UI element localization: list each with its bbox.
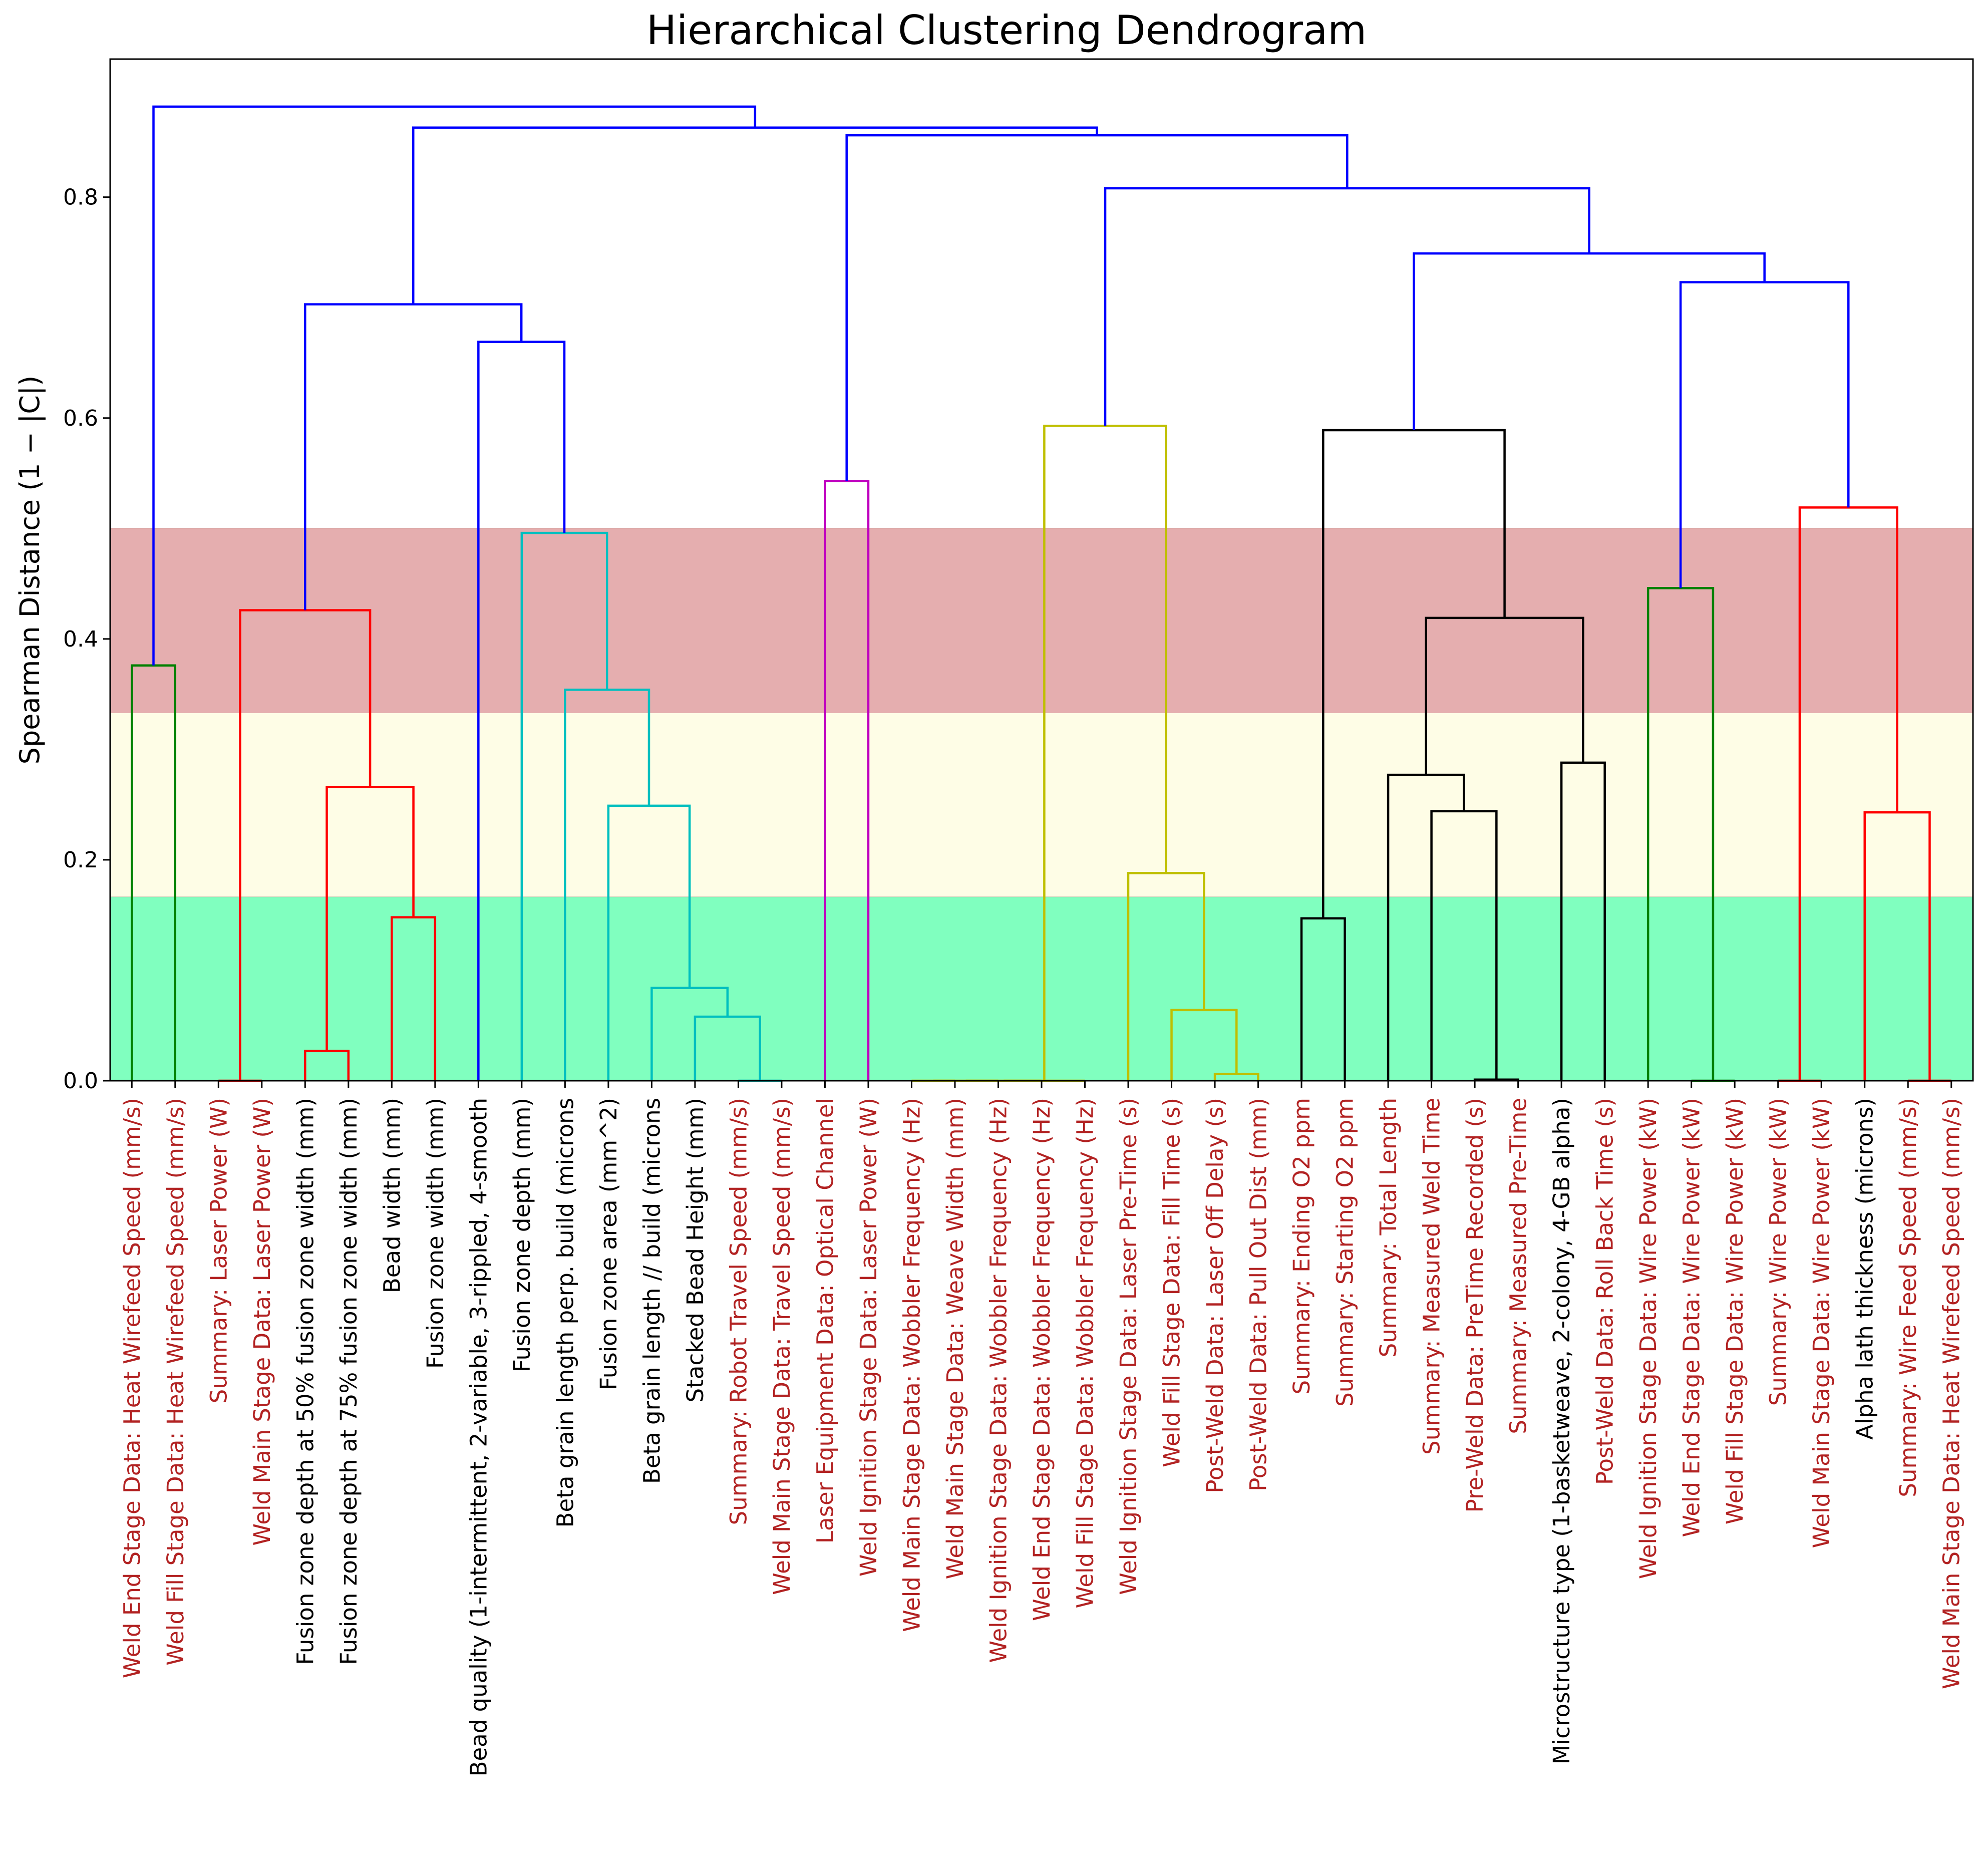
leaf-label-4: Fusion zone depth at 50% fusion zone wid…: [292, 1098, 318, 1665]
leaf-label-36: Weld End Stage Data: Wire Power (kW): [1679, 1098, 1705, 1537]
link-5: [239, 609, 372, 1081]
leaf-label-35: Weld Ignition Stage Data: Wire Power (kW…: [1635, 1098, 1662, 1579]
leaf-label-20: Weld Ignition Stage Data: Wobbler Freque…: [985, 1098, 1012, 1663]
y-axis: 0.0 0.2 0.4 0.6 0.8: [63, 185, 110, 1094]
leaf-label-18: Weld Main Stage Data: Wobbler Frequency …: [898, 1098, 925, 1632]
link-22: [1043, 424, 1167, 1081]
leaf-label-40: Alpha lath thickness (microns): [1852, 1098, 1878, 1440]
leaf-label-29: Summary: Total Length: [1375, 1098, 1402, 1357]
leaf-label-30: Summary: Measured Weld Time: [1419, 1098, 1445, 1455]
leaf-label-10: Beta grain length perp. build (microns: [552, 1098, 578, 1527]
link-38: [1104, 187, 1590, 426]
leaf-label-23: Weld Ignition Stage Data: Laser Pre-Time…: [1115, 1098, 1142, 1595]
leaf-label-41: Summary: Wire Feed Speed (mm/s): [1895, 1098, 1921, 1497]
leaf-label-42: Weld Main Stage Data: Heat Wirefeed Spee…: [1938, 1098, 1965, 1689]
leaf-label-24: Weld Fill Stage Data: Fill Time (s): [1159, 1098, 1185, 1467]
link-14: [824, 480, 870, 1081]
leaf-label-34: Post-Weld Data: Roll Back Time (s): [1592, 1098, 1618, 1485]
leaf-label-11: Fusion zone area (mm^2): [595, 1098, 622, 1390]
threshold-band-0: [110, 896, 1973, 1081]
link-37: [1413, 252, 1766, 431]
leaf-label-9: Fusion zone depth (mm): [509, 1098, 535, 1372]
link-39: [845, 134, 1349, 481]
threshold-band-1: [110, 712, 1973, 897]
leaf-label-13: Stacked Bead Height (mm): [682, 1098, 709, 1402]
leaf-label-0: Weld End Stage Data: Heat Wirefeed Speed…: [119, 1098, 145, 1678]
y-tick-label-4: 0.8: [63, 185, 98, 210]
dendrogram-links: [131, 105, 1951, 1082]
chart-title: Hierarchical Clustering Dendrogram: [646, 7, 1367, 54]
link-11: [520, 531, 608, 1081]
leaf-label-27: Summary: Ending O2 ppm: [1288, 1098, 1315, 1394]
y-axis-label: Spearman Distance (1 − |C|): [14, 376, 46, 765]
link-10: [564, 689, 650, 1081]
y-tick-label-2: 0.4: [63, 627, 98, 652]
leaf-label-12: Beta grain length // build (microns: [638, 1098, 665, 1484]
leaf-label-8: Bead quality (1-intermittent, 2-variable…: [465, 1098, 492, 1776]
leaf-label-16: Laser Equipment Data: Optical Channel: [812, 1098, 838, 1543]
leaf-label-28: Summary: Starting O2 ppm: [1332, 1098, 1359, 1407]
leaf-label-14: Summary: Robot Travel Speed (mm/s): [725, 1098, 752, 1525]
leaf-label-21: Weld End Stage Data: Wobbler Frequency (…: [1029, 1098, 1055, 1621]
link-40: [412, 126, 1098, 304]
leaf-label-15: Weld Main Stage Data: Travel Speed (mm/s…: [769, 1098, 795, 1595]
leaf-label-19: Weld Main Stage Data: Weave Width (mm): [942, 1098, 968, 1579]
link-0: [131, 664, 177, 1081]
leaf-labels: Weld End Stage Data: Heat Wirefeed Speed…: [119, 1081, 1965, 1776]
leaf-label-22: Weld Fill Stage Data: Wobbler Frequency …: [1072, 1098, 1099, 1608]
link-28: [1425, 616, 1584, 775]
leaf-label-37: Weld Fill Stage Data: Wire Power (kW): [1722, 1098, 1748, 1524]
leaf-label-7: Fusion zone width (mm): [422, 1098, 449, 1369]
leaf-label-25: Post-Weld Data: Laser Off Delay (s): [1202, 1098, 1228, 1493]
link-31: [1646, 587, 1715, 1081]
leaf-label-17: Weld Ignition Stage Data: Laser Power (W…: [855, 1098, 882, 1577]
leaf-label-5: Fusion zone depth at 75% fusion zone wid…: [336, 1098, 362, 1665]
leaf-label-32: Summary: Measured Pre-Time: [1505, 1098, 1532, 1434]
leaf-label-31: Pre-Weld Data: PreTime Recorded (s): [1462, 1098, 1488, 1512]
leaf-label-26: Post-Weld Data: Pull Out Dist (mm): [1245, 1098, 1272, 1491]
link-23: [1300, 917, 1346, 1081]
threshold-bands: [110, 528, 1973, 1081]
link-36: [1679, 281, 1850, 588]
link-12: [477, 341, 566, 1081]
link-41: [152, 105, 757, 666]
y-tick-label-1: 0.2: [63, 847, 98, 873]
threshold-band-2: [110, 528, 1973, 713]
leaf-label-39: Weld Main Stage Data: Wire Power (kW): [1808, 1098, 1835, 1548]
link-7: [694, 1015, 761, 1081]
y-tick-label-0: 0.0: [63, 1068, 98, 1094]
link-8: [650, 987, 729, 1081]
leaf-label-2: Summary: Laser Power (W): [205, 1098, 232, 1403]
link-19: [1213, 1073, 1259, 1081]
link-34: [1863, 811, 1931, 1081]
leaf-label-38: Summary: Wire Power (kW): [1765, 1098, 1792, 1406]
y-tick-label-3: 0.6: [63, 406, 98, 431]
leaf-label-1: Weld Fill Stage Data: Heat Wirefeed Spee…: [162, 1098, 189, 1666]
leaf-label-3: Weld Main Stage Data: Laser Power (W): [249, 1098, 275, 1545]
leaf-label-33: Microstructure type (1-basketweave, 2-co…: [1548, 1098, 1575, 1764]
leaf-label-6: Bead width (mm): [379, 1098, 405, 1293]
